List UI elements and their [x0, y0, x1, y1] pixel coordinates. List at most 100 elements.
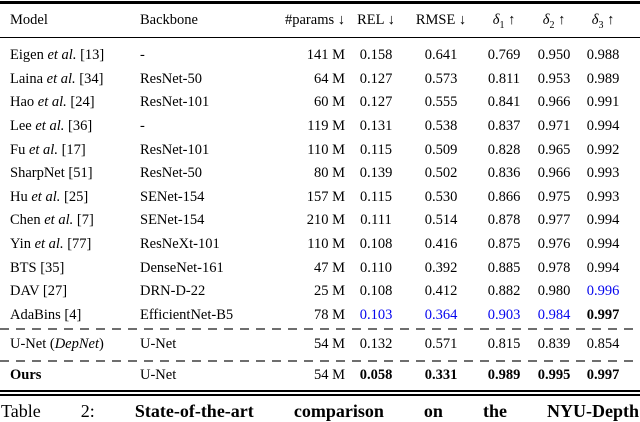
cell-delta3: 0.988: [586, 47, 620, 64]
cell-rel: 0.111: [360, 212, 392, 229]
cell-rel: 0.108: [359, 235, 393, 252]
cell-delta1: 0.836: [487, 165, 521, 182]
cell-delta2: 0.965: [537, 141, 571, 158]
baseline-section: U-Net (DepNet) U-Net 54 M 0.132 0.571 0.815 0.…: [0, 330, 640, 359]
cell-rel: 0.139: [359, 165, 393, 182]
cell-delta2: 0.953: [537, 70, 571, 87]
cell-params: 210 M: [306, 212, 345, 229]
cell-backbone: SENet-154: [140, 188, 205, 205]
cell-delta1: 0.903: [487, 306, 521, 323]
cell-backbone: U-Net: [140, 367, 177, 384]
column-header-delta3: δ3 ↑: [591, 11, 615, 31]
caption-label: Table 2:: [1, 401, 95, 422]
column-header-backbone: Backbone: [140, 11, 198, 28]
cell-params: 60 M: [313, 94, 345, 111]
column-header-rel: REL ↓: [357, 11, 395, 28]
cell-model: Laina et al. [34]: [10, 70, 104, 87]
cell-params: 64 M: [313, 70, 345, 87]
cell-rel: 0.132: [359, 336, 393, 353]
cell-delta2: 0.966: [537, 94, 571, 111]
dashed-separator-2: [0, 360, 640, 363]
cell-delta2: 0.950: [537, 47, 571, 64]
cell-delta1: 0.875: [487, 235, 521, 252]
cell-rmse: 0.416: [424, 235, 458, 252]
column-header-delta2: δ2 ↑: [542, 11, 566, 31]
column-header-params: #params ↓: [285, 11, 345, 28]
ours-section: Ours U-Net 54 M 0.058 0.331 0.989 0.995 0.997: [0, 362, 640, 389]
cell-delta1: 0.885: [487, 259, 521, 276]
cell-delta3: 0.991: [586, 94, 620, 111]
cell-delta2: 0.978: [537, 259, 571, 276]
cell-delta3: 0.993: [586, 188, 620, 205]
cell-rmse: 0.555: [424, 94, 458, 111]
cell-params: 25 M: [313, 283, 345, 300]
cell-delta2: 0.975: [537, 188, 571, 205]
cell-model: BTS [35]: [10, 259, 65, 276]
table-body: Eigen et al. [13] - 141 M 0.158 0.641 0.769 0.…: [0, 38, 640, 327]
cell-rel: 0.115: [359, 188, 393, 205]
cell-model: AdaBins [4]: [10, 306, 82, 323]
cell-delta2: 0.966: [537, 165, 571, 182]
cell-backbone: DenseNet-161: [140, 259, 224, 276]
cell-delta1: 0.866: [487, 188, 521, 205]
cell-params: 54 M: [313, 336, 345, 353]
cell-delta2: 0.984: [537, 306, 571, 323]
cell-model: Chen et al. [7]: [10, 212, 94, 229]
cell-backbone: SENet-154: [140, 212, 205, 229]
cell-delta1: 0.989: [487, 367, 521, 384]
cell-delta2: 0.976: [537, 235, 571, 252]
cell-delta1: 0.811: [487, 70, 521, 87]
cell-delta2: 0.980: [537, 283, 571, 300]
cell-rel: 0.158: [359, 47, 393, 64]
cell-params: 110 M: [307, 141, 345, 158]
cell-model: Yin et al. [77]: [10, 235, 92, 252]
cell-delta1: 0.841: [487, 94, 521, 111]
table-row: Eigen et al. [13] - 141 M 0.158 0.641 0.769 0.…: [0, 44, 640, 68]
cell-rel: 0.115: [359, 141, 393, 158]
cell-backbone: ResNet-101: [140, 141, 210, 158]
cell-params: 47 M: [313, 259, 345, 276]
table-row: Lee et al. [36] - 119 M 0.131 0.538 0.837 0.97…: [0, 115, 640, 139]
cell-rel: 0.127: [359, 94, 393, 111]
cell-rel: 0.131: [359, 117, 393, 134]
cell-params: 54 M: [313, 367, 345, 384]
cell-params: 141 M: [306, 47, 345, 64]
cell-delta3: 0.994: [586, 117, 620, 134]
cell-delta2: 0.839: [537, 336, 571, 353]
cell-delta3: 0.997: [586, 306, 620, 323]
cell-delta1: 0.828: [487, 141, 521, 158]
cell-delta3: 0.997: [586, 367, 620, 384]
cell-delta3: 0.989: [586, 70, 620, 87]
cell-rmse: 0.571: [424, 336, 458, 353]
cell-delta1: 0.878: [487, 212, 521, 229]
cell-rmse: 0.364: [424, 306, 458, 323]
cell-model: Hao et al. [24]: [10, 94, 95, 111]
table-row: DAV [27] DRN-D-22 25 M 0.108 0.412 0.882 0.980…: [0, 280, 640, 304]
cell-delta2: 0.971: [537, 117, 571, 134]
dashed-separator-1: [0, 328, 640, 331]
cell-backbone: DRN-D-22: [140, 283, 206, 300]
cell-rel: 0.103: [359, 306, 393, 323]
cell-params: 119 M: [307, 117, 345, 134]
cell-rmse: 0.412: [424, 283, 458, 300]
table-row: Hu et al. [25] SENet-154 157 M 0.115 0.530 0.…: [0, 185, 640, 209]
table-row: Fu et al. [17] ResNet-101 110 M 0.115 0.509 0…: [0, 138, 640, 162]
cell-model: Lee et al. [36]: [10, 117, 93, 134]
cell-rmse: 0.530: [424, 188, 458, 205]
cell-backbone: ResNet-50: [140, 165, 203, 182]
cell-delta1: 0.815: [487, 336, 521, 353]
cell-rmse: 0.331: [424, 367, 458, 384]
table-row: Hao et al. [24] ResNet-101 60 M 0.127 0.555 0…: [0, 91, 640, 115]
table-caption: Table 2: State-of-the-art comparison on …: [0, 400, 640, 422]
cell-rel: 0.127: [359, 70, 393, 87]
cell-params: 80 M: [313, 165, 345, 182]
table-bottom-double-rule: [0, 390, 640, 397]
cell-model: Hu et al. [25]: [10, 188, 89, 205]
cell-backbone: ResNet-50: [140, 70, 203, 87]
cell-delta3: 0.994: [586, 259, 620, 276]
cell-rel: 0.058: [359, 367, 393, 384]
column-header-delta1: δ1 ↑: [492, 11, 516, 31]
cell-model: SharpNet [51]: [10, 165, 93, 182]
table-row: Yin et al. [77] ResNeXt-101 110 M 0.108 0.41…: [0, 233, 640, 257]
